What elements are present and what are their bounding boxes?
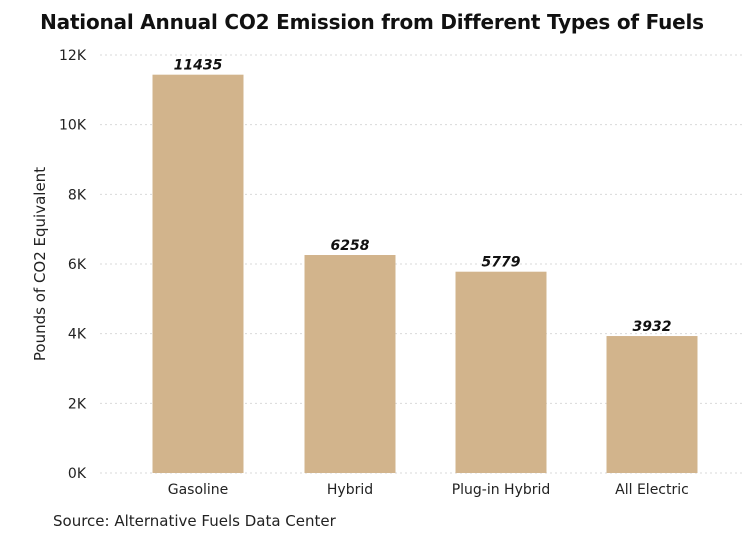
y-tick-label: 6K bbox=[68, 257, 87, 273]
y-tick-label: 12K bbox=[59, 48, 87, 64]
y-tick-label: 10K bbox=[59, 118, 87, 134]
source-note: Source: Alternative Fuels Data Center bbox=[53, 512, 336, 530]
y-tick-label: 8K bbox=[68, 187, 87, 203]
bar-hybrid bbox=[304, 255, 396, 473]
data-label: 5779 bbox=[482, 255, 521, 271]
y-axis-label: Pounds of CO2 Equivalent bbox=[31, 167, 49, 361]
chart-title: National Annual CO2 Emission from Differ… bbox=[40, 10, 704, 34]
bar-gasoline bbox=[152, 74, 244, 473]
x-category-label: Gasoline bbox=[168, 482, 229, 498]
data-label: 6258 bbox=[331, 238, 370, 254]
x-category-label: Plug-in Hybrid bbox=[452, 482, 551, 498]
y-tick-label: 0K bbox=[68, 466, 87, 482]
y-axis-ticks: 0K 2K 4K 6K 8K 10K 12K bbox=[59, 48, 87, 482]
x-category-label: All Electric bbox=[615, 482, 689, 498]
x-axis-categories: Gasoline Hybrid Plug-in Hybrid All Electric bbox=[168, 482, 689, 498]
y-tick-label: 2K bbox=[68, 396, 87, 412]
x-category-label: Hybrid bbox=[327, 482, 373, 498]
bars bbox=[152, 74, 698, 473]
data-label: 3932 bbox=[633, 319, 672, 335]
bar-plug-in-hybrid bbox=[455, 271, 547, 473]
data-label: 11435 bbox=[174, 58, 223, 74]
bar-all-electric bbox=[606, 336, 698, 473]
data-labels: 11435 6258 5779 3932 bbox=[174, 58, 672, 335]
y-tick-label: 4K bbox=[68, 327, 87, 343]
